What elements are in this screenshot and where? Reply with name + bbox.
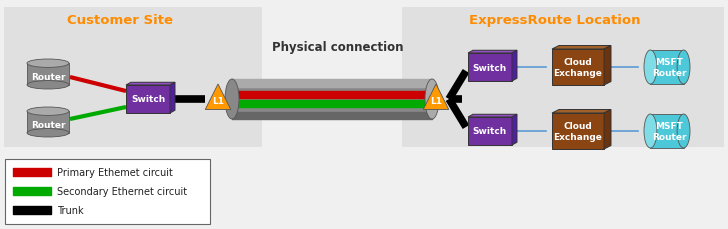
Text: MSFT
Router: MSFT Router xyxy=(652,58,687,77)
FancyBboxPatch shape xyxy=(650,114,684,148)
Ellipse shape xyxy=(677,114,690,148)
Ellipse shape xyxy=(677,51,690,85)
Ellipse shape xyxy=(27,60,69,68)
Text: Router: Router xyxy=(31,72,66,81)
FancyBboxPatch shape xyxy=(27,112,69,133)
FancyBboxPatch shape xyxy=(552,114,604,149)
Polygon shape xyxy=(604,46,611,86)
FancyBboxPatch shape xyxy=(402,8,724,147)
Ellipse shape xyxy=(644,51,657,85)
Polygon shape xyxy=(205,85,231,110)
Polygon shape xyxy=(512,115,517,145)
Text: L1: L1 xyxy=(430,97,442,106)
FancyBboxPatch shape xyxy=(552,50,604,86)
FancyBboxPatch shape xyxy=(27,64,69,85)
Polygon shape xyxy=(468,51,517,54)
Text: Secondary Ethernet circuit: Secondary Ethernet circuit xyxy=(57,186,187,196)
Text: Cloud
Exchange: Cloud Exchange xyxy=(553,122,603,141)
FancyBboxPatch shape xyxy=(468,54,512,82)
Text: Physical connection: Physical connection xyxy=(272,40,404,53)
Polygon shape xyxy=(468,115,517,117)
Text: L1: L1 xyxy=(212,97,224,106)
FancyBboxPatch shape xyxy=(4,8,262,147)
Polygon shape xyxy=(126,83,175,86)
FancyBboxPatch shape xyxy=(232,80,432,120)
Text: Cloud
Exchange: Cloud Exchange xyxy=(553,58,603,77)
Text: Router: Router xyxy=(31,120,66,129)
Polygon shape xyxy=(552,46,611,50)
Ellipse shape xyxy=(27,129,69,137)
Text: Primary Ethemet circuit: Primary Ethemet circuit xyxy=(57,167,173,177)
Text: Switch: Switch xyxy=(473,63,507,72)
Text: Switch: Switch xyxy=(131,95,165,104)
Ellipse shape xyxy=(27,81,69,90)
Ellipse shape xyxy=(425,80,439,120)
Polygon shape xyxy=(604,110,611,149)
FancyBboxPatch shape xyxy=(126,86,170,114)
Text: ExpressRoute Location: ExpressRoute Location xyxy=(470,14,641,26)
Text: Customer Site: Customer Site xyxy=(67,14,173,26)
FancyBboxPatch shape xyxy=(5,159,210,224)
Ellipse shape xyxy=(225,80,239,120)
Polygon shape xyxy=(512,51,517,82)
FancyBboxPatch shape xyxy=(650,51,684,85)
Polygon shape xyxy=(423,85,448,110)
Text: Trunk: Trunk xyxy=(57,205,84,215)
Ellipse shape xyxy=(644,114,657,148)
Text: MSFT
Router: MSFT Router xyxy=(652,122,687,141)
Polygon shape xyxy=(170,83,175,114)
Polygon shape xyxy=(552,110,611,114)
FancyBboxPatch shape xyxy=(468,117,512,145)
Text: Switch: Switch xyxy=(473,127,507,136)
Ellipse shape xyxy=(27,108,69,116)
